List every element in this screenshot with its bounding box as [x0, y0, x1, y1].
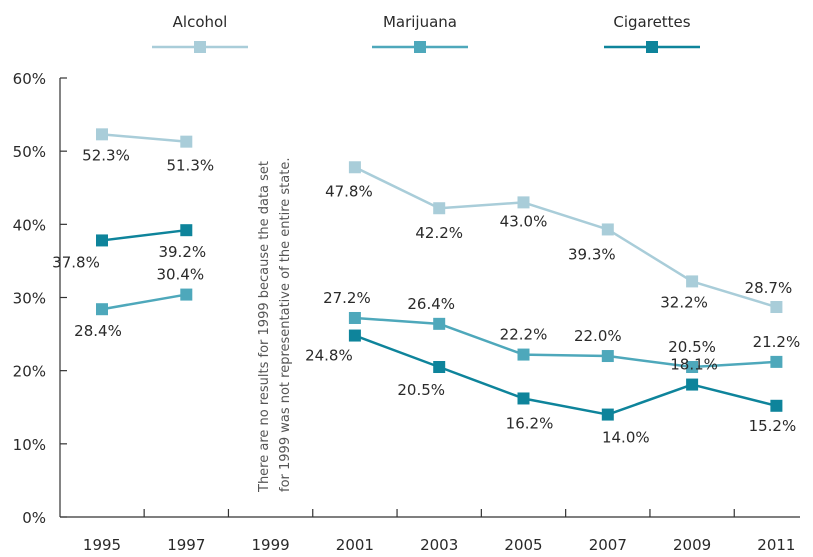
- data-point: [770, 355, 783, 368]
- note-text-group: There are no results for 1999 because th…: [257, 158, 293, 493]
- data-label: 24.8%: [305, 347, 353, 365]
- y-tick-label: 40%: [13, 216, 46, 234]
- series-points: [96, 128, 783, 421]
- data-point: [517, 392, 530, 405]
- data-point: [96, 303, 108, 316]
- series-line: [101, 133, 187, 143]
- data-labels: 52.3% 51.3% 47.8% 42.2% 43.0% 39.3% 32.2% 28.7%…: [52, 146, 800, 446]
- series-line: [354, 334, 777, 416]
- data-point: [686, 378, 699, 391]
- legend-label: Alcohol: [173, 13, 228, 31]
- y-tick-label: 0%: [22, 509, 46, 527]
- data-point: [348, 311, 361, 324]
- x-tick-label: 2011: [757, 536, 795, 554]
- data-label: 28.7%: [745, 279, 793, 297]
- series-lines: [101, 133, 777, 416]
- series-line: [354, 166, 777, 309]
- data-point: [601, 350, 614, 363]
- data-point: [517, 348, 530, 361]
- data-point: [770, 301, 783, 314]
- x-tick-label: 2005: [504, 536, 542, 554]
- data-label: 18.1%: [670, 356, 718, 374]
- x-tick-label: 2009: [673, 536, 711, 554]
- data-point: [180, 135, 193, 148]
- data-label: 47.8%: [325, 182, 373, 200]
- legend-item: Cigarettes: [604, 13, 700, 53]
- legend-swatch-marker: [646, 41, 658, 53]
- x-tick-label: 1997: [167, 536, 205, 554]
- data-label: 43.0%: [500, 212, 548, 230]
- data-point: [770, 399, 783, 412]
- y-tick-label: 20%: [13, 363, 46, 381]
- x-tick-label: 2007: [589, 536, 627, 554]
- data-label: 30.4%: [156, 266, 204, 284]
- data-point: [601, 223, 614, 236]
- data-label: 16.2%: [506, 414, 554, 432]
- data-point: [348, 161, 361, 174]
- x-tick-label: 2003: [420, 536, 458, 554]
- y-tick-label: 60%: [13, 70, 46, 88]
- x-tick-label: 2001: [336, 536, 374, 554]
- data-label: 15.2%: [749, 417, 797, 435]
- data-label: 20.5%: [668, 338, 716, 356]
- y-tick-label: 50%: [13, 143, 46, 161]
- data-point: [180, 288, 193, 301]
- data-point: [180, 224, 193, 237]
- data-label: 32.2%: [660, 293, 708, 311]
- legend-label: Cigarettes: [613, 13, 690, 31]
- data-point: [433, 317, 446, 330]
- missing-data-note: There are no results for 1999 because th…: [257, 158, 293, 493]
- data-label: 22.0%: [574, 327, 622, 345]
- legend-item: Alcohol: [152, 13, 248, 53]
- data-label: 14.0%: [602, 429, 650, 447]
- legend: Alcohol Marijuana Cigarettes: [152, 13, 700, 53]
- series-line: [101, 293, 187, 311]
- y-tick-label: 10%: [13, 436, 46, 454]
- x-tick-label: 1995: [83, 536, 121, 554]
- data-point: [433, 361, 446, 374]
- series-line: [101, 228, 187, 242]
- legend-swatch-marker: [194, 41, 206, 53]
- data-point: [433, 202, 446, 215]
- data-label: 39.2%: [158, 243, 206, 261]
- data-point: [96, 128, 108, 141]
- data-label: 28.4%: [74, 322, 122, 340]
- y-tick-label: 30%: [13, 290, 46, 308]
- data-label: 37.8%: [52, 253, 100, 271]
- data-label: 39.3%: [568, 245, 616, 263]
- legend-label: Marijuana: [383, 13, 457, 31]
- data-label: 26.4%: [407, 295, 455, 313]
- note-line-2: for 1999 was not representative of the e…: [278, 158, 293, 492]
- data-point: [686, 275, 699, 288]
- data-point: [96, 234, 108, 247]
- legend-swatch-marker: [414, 41, 426, 53]
- axes: 0% 10% 20% 30% 40% 50% 60% 1995 1997 1999 2001 2003…: [13, 70, 800, 554]
- data-label: 20.5%: [397, 381, 445, 399]
- data-label: 21.2%: [753, 333, 801, 351]
- x-tick-label: 1999: [252, 536, 290, 554]
- series-line: [354, 316, 777, 369]
- data-point: [348, 329, 361, 342]
- data-point: [686, 361, 699, 374]
- data-label: 22.2%: [500, 326, 548, 344]
- data-point: [601, 408, 614, 421]
- data-label: 52.3%: [82, 146, 130, 164]
- data-label: 27.2%: [323, 289, 371, 307]
- data-label: 42.2%: [415, 224, 463, 242]
- legend-item: Marijuana: [372, 13, 468, 53]
- data-point: [517, 196, 530, 209]
- data-label: 51.3%: [166, 157, 214, 175]
- note-line-1: There are no results for 1999 because th…: [257, 161, 272, 493]
